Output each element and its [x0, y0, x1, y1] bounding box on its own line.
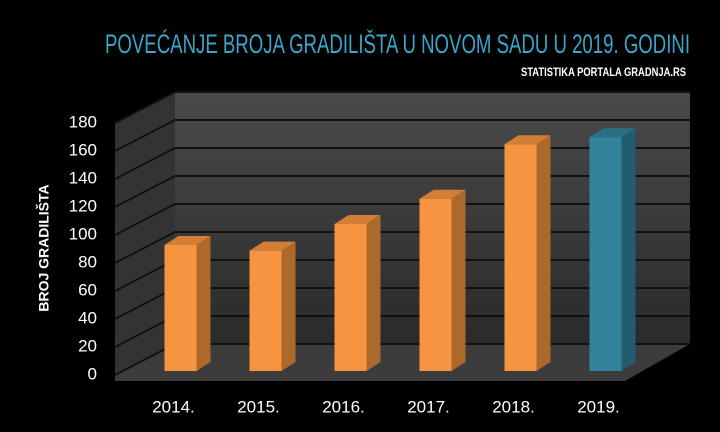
bar-front — [419, 198, 452, 371]
y-tick-label: 180 — [69, 112, 97, 131]
chart-subtitle: STATISTIKA PORTALA GRADNJA.RS — [521, 65, 686, 79]
x-tick-label: 2016. — [322, 397, 365, 416]
bar-front — [589, 137, 622, 371]
x-tick-label: 2017. — [407, 397, 450, 416]
bar-front — [249, 250, 282, 371]
bar — [164, 236, 211, 371]
y-tick-label: 100 — [69, 224, 97, 243]
bar-side — [536, 135, 551, 371]
bar-side — [196, 236, 211, 371]
bar-top — [164, 236, 211, 245]
bar — [419, 189, 466, 371]
bar-top — [504, 135, 551, 145]
x-tick-label: 2014. — [152, 397, 195, 416]
bar-side — [621, 128, 636, 371]
bar-top — [249, 241, 296, 251]
bar — [334, 215, 381, 371]
bar-front — [334, 224, 367, 371]
bar — [589, 128, 636, 371]
grid-line — [114, 119, 690, 152]
y-tick-label: 160 — [69, 140, 97, 159]
y-tick-label: 0 — [88, 364, 97, 383]
x-tick-label: 2015. — [237, 397, 280, 416]
side-wall — [115, 92, 175, 375]
bar-top — [334, 215, 381, 224]
x-tick-label: 2019. — [577, 397, 620, 416]
bar-side — [281, 241, 296, 371]
bar-front — [504, 144, 537, 371]
grid-line — [114, 91, 690, 124]
bar-side — [366, 215, 381, 371]
bar-top — [589, 128, 636, 138]
bar-top — [419, 189, 466, 199]
bar — [249, 241, 296, 371]
x-tick-label: 2018. — [492, 397, 535, 416]
y-tick-label: 40 — [78, 308, 97, 327]
bar-front — [164, 245, 197, 371]
chart-title: POVEĆANJE BROJA GRADILIŠTA U NOVOM SADU … — [105, 28, 690, 59]
y-tick-label: 140 — [69, 168, 97, 187]
y-tick-label: 120 — [69, 196, 97, 215]
bar — [504, 135, 551, 371]
y-axis-label: BROJ GRADILIŠTA — [35, 184, 52, 311]
bar-side — [451, 189, 466, 371]
y-tick-label: 20 — [78, 336, 97, 355]
y-tick-label: 60 — [78, 280, 97, 299]
y-tick-label: 80 — [78, 252, 97, 271]
